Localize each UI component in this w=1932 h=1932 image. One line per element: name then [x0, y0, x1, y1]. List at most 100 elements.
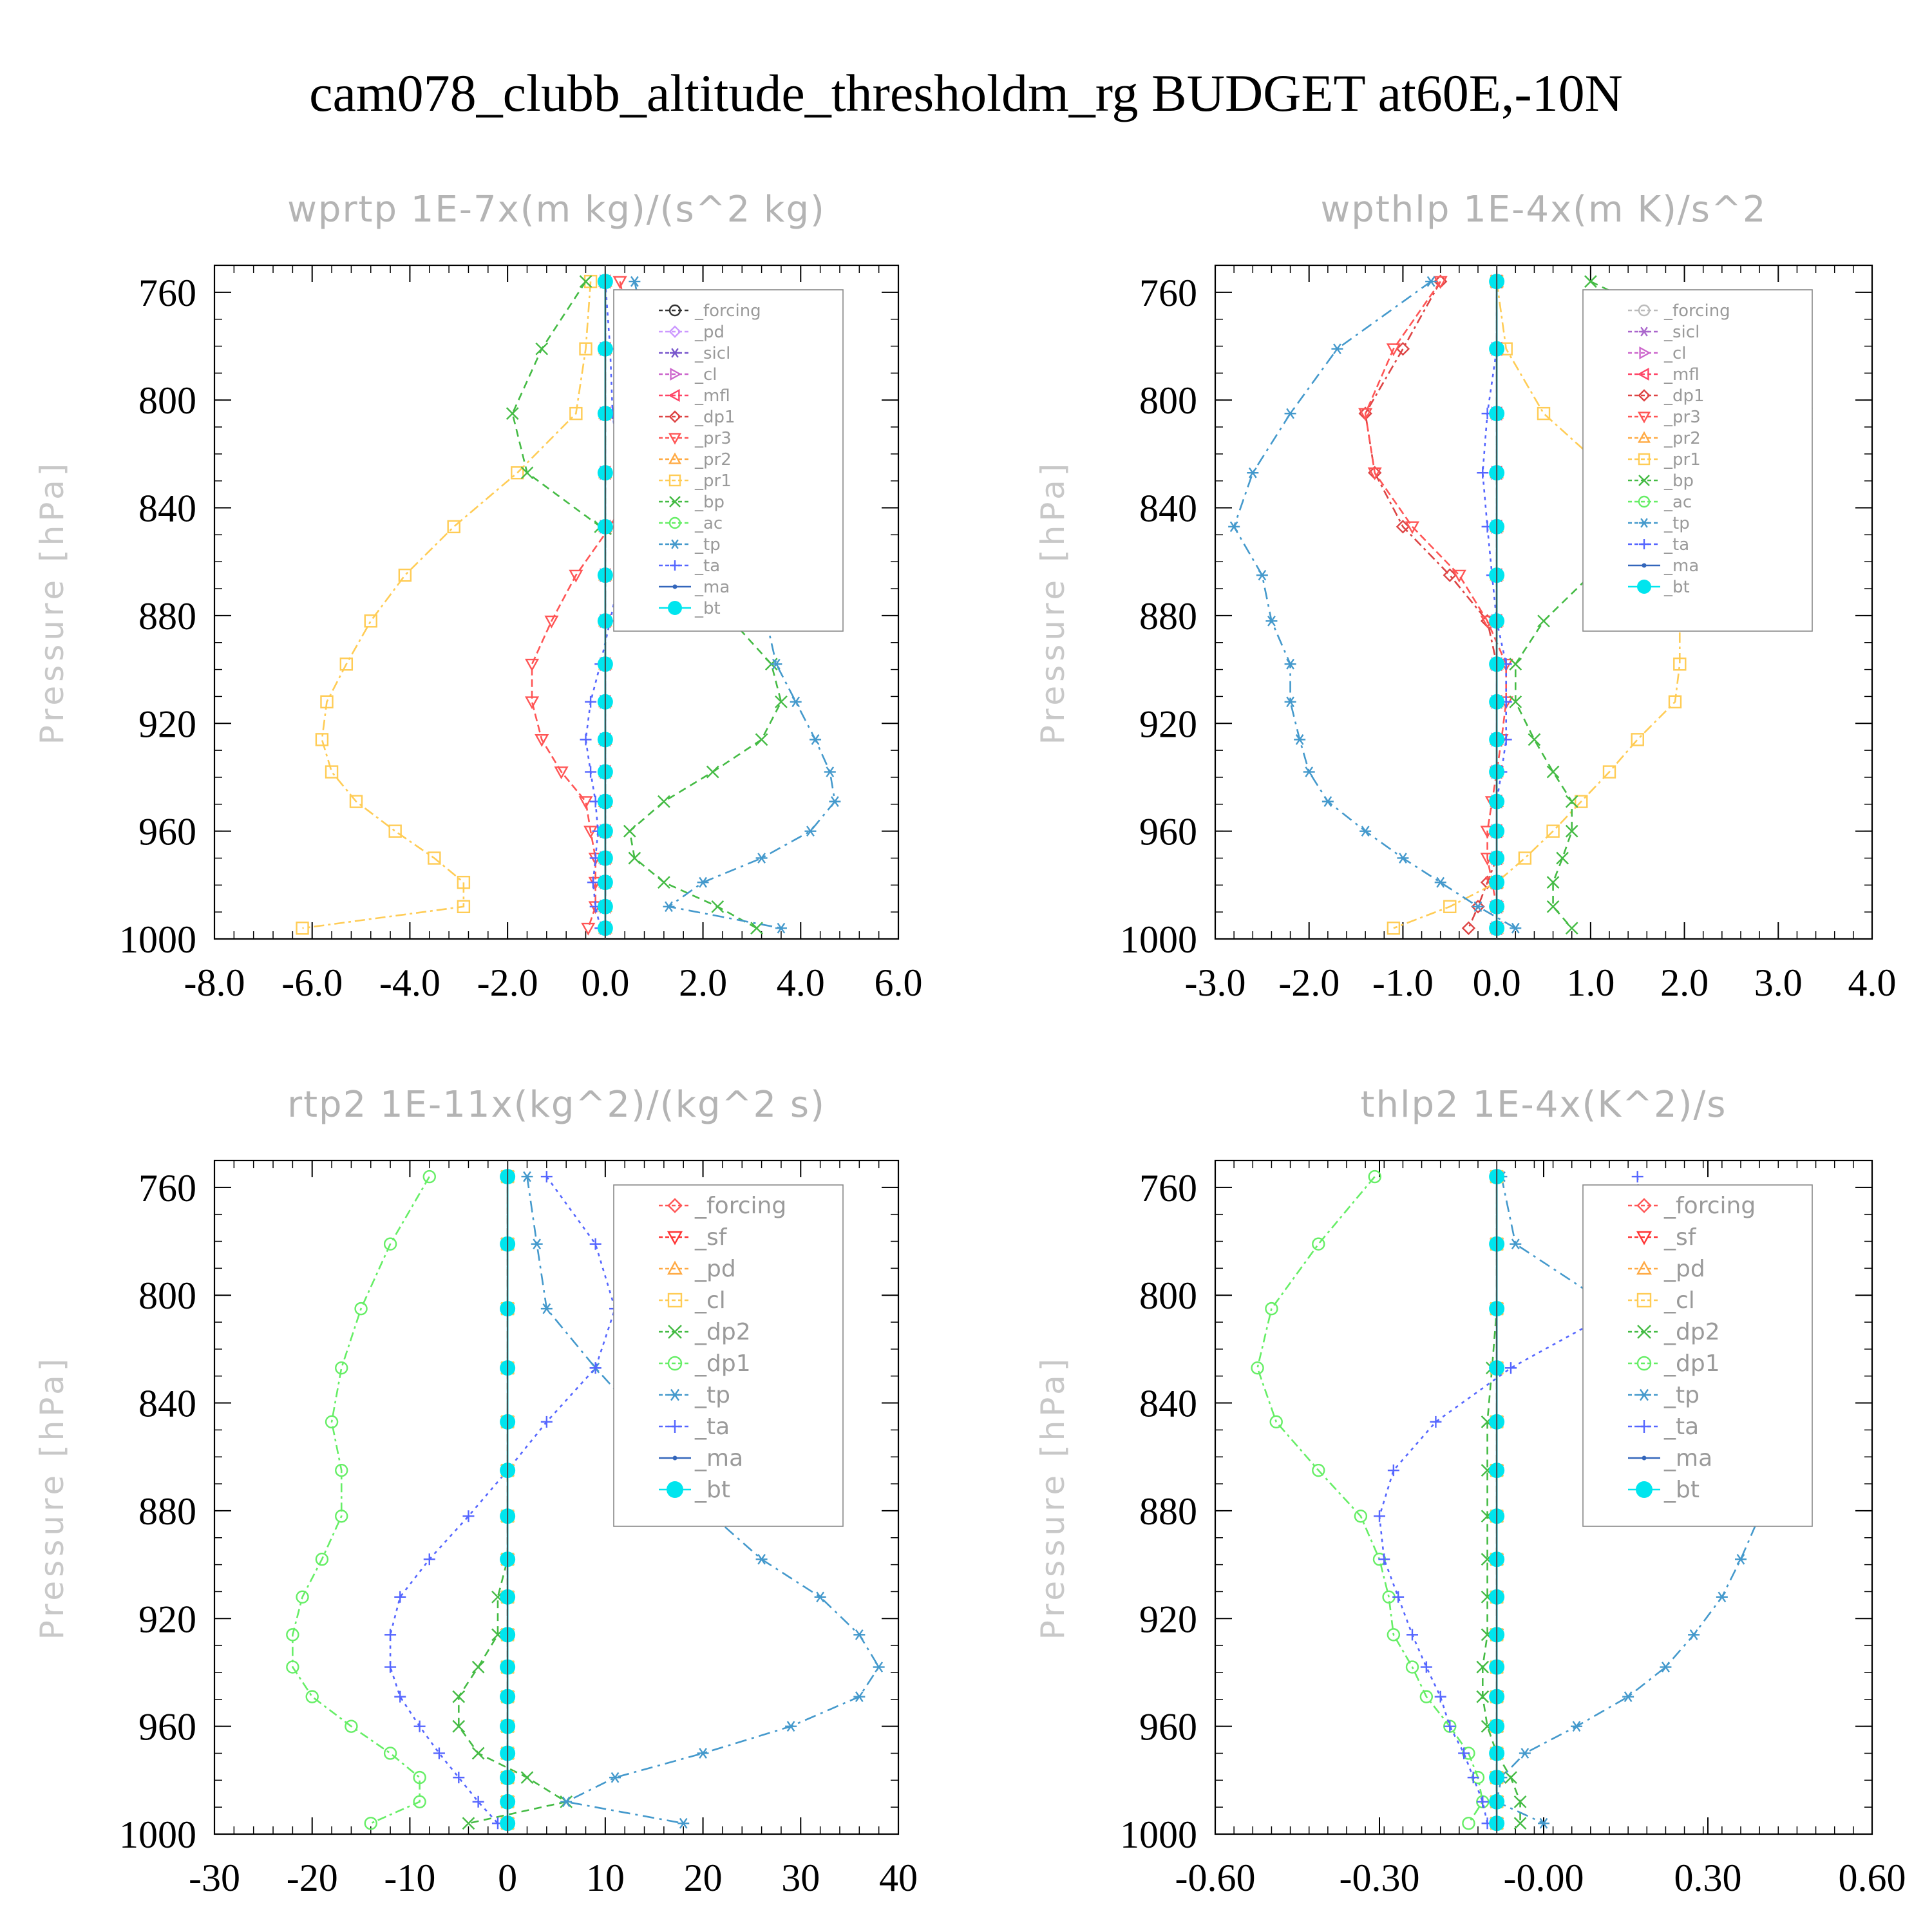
series-dp1: [1358, 274, 1504, 935]
legend-label-pr2: _pr2: [1663, 429, 1701, 448]
x-tick-label: -30: [189, 1857, 240, 1899]
data-point-dp1: [305, 1690, 319, 1703]
data-point-dp1: [422, 1170, 436, 1184]
y-axis-label: Pressure [hPa]: [33, 1355, 71, 1640]
panel-title: rtp2 1E-11x(kg^2)/(kg^2 s): [287, 1084, 826, 1126]
data-point-tp: [1294, 734, 1306, 745]
data-point-pr1: [579, 342, 592, 355]
data-point-dp1: [345, 1719, 358, 1733]
x-tick-label: -0.00: [1504, 1857, 1584, 1899]
data-point-tp: [1265, 615, 1278, 627]
data-point-bp: [706, 765, 719, 779]
data-point-pr1: [1602, 765, 1616, 779]
y-axis-label: Pressure [hPa]: [33, 460, 71, 745]
y-tick-label: 880: [138, 1490, 196, 1533]
data-point-pr1: [457, 900, 471, 913]
data-point-tp: [1228, 521, 1240, 533]
legend-label-pd: _pd: [1663, 1256, 1705, 1282]
x-tick-label: 0.0: [1473, 961, 1521, 1004]
x-tick-label: 0.30: [1674, 1857, 1742, 1899]
plot-area: [1251, 1160, 1803, 1834]
data-point-dp1: [1368, 1170, 1381, 1184]
x-tick-label: -2.0: [1278, 961, 1340, 1004]
data-point-dp1: [1312, 1237, 1325, 1251]
legend-label-ma: _ma: [1663, 1445, 1712, 1472]
data-point-pr3: [525, 696, 540, 710]
legend-marker-sicl: [670, 348, 680, 358]
legend-label-dp1: _dp1: [694, 1350, 751, 1377]
legend-label-tp: _tp: [694, 1382, 730, 1408]
data-point-tp: [829, 796, 841, 807]
data-point-tp: [1571, 1721, 1582, 1732]
data-point-dp1: [1471, 900, 1485, 914]
plot-frame: [1214, 1159, 1873, 1835]
data-point-ta: [1467, 1772, 1479, 1784]
legend-marker-bp: [1638, 475, 1650, 486]
legend-marker-dp1: [1636, 1356, 1652, 1371]
data-point-ta: [1505, 1362, 1517, 1374]
data-point-ta: [585, 696, 597, 708]
data-point-ta: [433, 1747, 445, 1759]
data-point-bp: [1565, 922, 1578, 935]
data-point-dp1: [1269, 1415, 1283, 1429]
data-point-pr3: [1358, 408, 1373, 421]
legend-label-ta: _ta: [694, 1414, 730, 1440]
data-point-pr1: [325, 765, 339, 779]
x-tick-label: 3.0: [1754, 961, 1803, 1004]
legend-label-sf: _sf: [1663, 1224, 1697, 1251]
legend-label-pr1: _pr1: [1663, 450, 1701, 469]
data-point-tp: [775, 922, 787, 934]
data-point-bp: [1509, 695, 1522, 708]
plot-frame: [1214, 264, 1873, 940]
legend-marker-forcing: [1638, 304, 1651, 317]
data-point-ta: [462, 1510, 475, 1522]
data-point-pr3: [612, 276, 627, 289]
data-point-dp1: [1405, 1660, 1419, 1674]
legend-label-pr3: _pr3: [694, 429, 732, 448]
y-tick-label: 840: [138, 1383, 196, 1425]
data-point-tp: [785, 1721, 797, 1732]
data-point-pr1: [428, 851, 441, 865]
legend-label-cl: _cl: [694, 1287, 726, 1314]
y-tick-label: 760: [1139, 272, 1197, 314]
data-point-pr1: [1387, 922, 1401, 935]
y-axis-label: Pressure [hPa]: [1034, 1355, 1072, 1640]
x-tick-label: 2.0: [679, 961, 727, 1004]
data-point-bp: [750, 922, 763, 935]
data-point-ta: [1458, 1747, 1470, 1759]
data-point-dp2: [452, 1690, 466, 1703]
data-point-dp1: [335, 1361, 348, 1375]
legend-label-pr1: _pr1: [694, 471, 732, 491]
data-point-tp: [521, 1171, 533, 1182]
data-point-dp1: [335, 1463, 348, 1477]
y-tick-label: 880: [138, 595, 196, 638]
panel-title: thlp2 1E-4x(K^2)/s: [1361, 1084, 1727, 1126]
data-point-dp1: [1461, 921, 1476, 935]
data-point-dp1: [1443, 568, 1457, 582]
panel-title: wpthlp 1E-4x(m K)/s^2: [1320, 189, 1766, 231]
legend-marker-pd: [667, 1260, 683, 1275]
legend-label-pr2: _pr2: [694, 450, 732, 469]
data-point-tp: [755, 853, 768, 864]
data-point-bp: [623, 824, 636, 838]
legend-box: [1582, 1184, 1813, 1527]
legend-label-dp2: _dp2: [694, 1319, 751, 1345]
data-point-pr1: [315, 733, 329, 746]
data-point-tp: [560, 1796, 573, 1808]
data-point-dp1: [1251, 1361, 1264, 1375]
data-point-pr1: [1575, 795, 1588, 808]
data-point-pr1: [320, 695, 334, 709]
data-point-pr3: [1433, 276, 1448, 289]
legend-label-ac: _ac: [1663, 493, 1692, 512]
legend-label-cl: _cl: [694, 365, 717, 384]
data-point-pr1: [1546, 824, 1560, 838]
y-tick-label: 1000: [1120, 1814, 1197, 1856]
x-tick-label: 0.60: [1839, 1857, 1906, 1899]
data-point-bp: [1565, 795, 1578, 808]
data-point-tp: [1284, 696, 1296, 708]
data-point-dp1: [413, 1795, 426, 1808]
data-point-pr1: [339, 658, 354, 671]
data-point-pr1: [388, 824, 402, 838]
y-tick-label: 880: [1139, 595, 1197, 638]
data-point-pr1: [1537, 406, 1551, 421]
